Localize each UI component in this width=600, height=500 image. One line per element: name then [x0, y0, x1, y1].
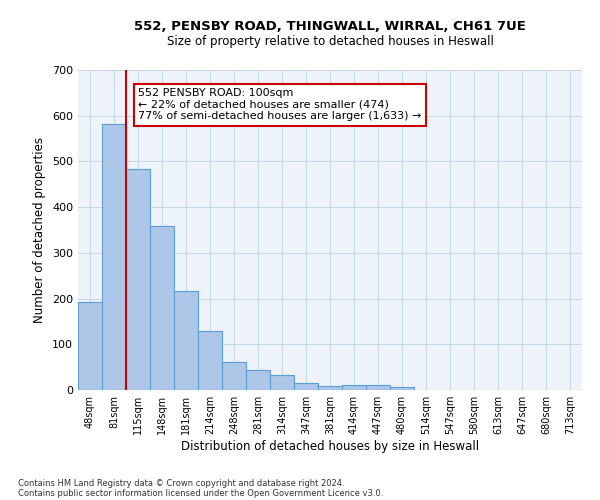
Bar	[102, 124, 126, 390]
Bar	[198, 330, 222, 390]
Bar	[318, 386, 342, 390]
Bar	[150, 226, 174, 390]
Text: Contains HM Land Registry data © Crown copyright and database right 2024.: Contains HM Land Registry data © Crown c…	[18, 478, 344, 488]
Text: 552 PENSBY ROAD: 100sqm
← 22% of detached houses are smaller (474)
77% of semi-d: 552 PENSBY ROAD: 100sqm ← 22% of detache…	[138, 88, 421, 122]
Bar	[78, 302, 102, 390]
Bar	[390, 388, 414, 390]
Bar	[246, 370, 270, 390]
Bar	[222, 362, 246, 390]
Text: Size of property relative to detached houses in Heswall: Size of property relative to detached ho…	[167, 35, 493, 48]
Bar	[366, 385, 390, 390]
Bar	[270, 375, 294, 390]
Bar	[126, 168, 150, 390]
Bar	[342, 386, 366, 390]
Text: 552, PENSBY ROAD, THINGWALL, WIRRAL, CH61 7UE: 552, PENSBY ROAD, THINGWALL, WIRRAL, CH6…	[134, 20, 526, 33]
Text: Contains public sector information licensed under the Open Government Licence v3: Contains public sector information licen…	[18, 488, 383, 498]
X-axis label: Distribution of detached houses by size in Heswall: Distribution of detached houses by size …	[181, 440, 479, 453]
Y-axis label: Number of detached properties: Number of detached properties	[34, 137, 46, 323]
Bar	[174, 291, 198, 390]
Bar	[294, 382, 318, 390]
